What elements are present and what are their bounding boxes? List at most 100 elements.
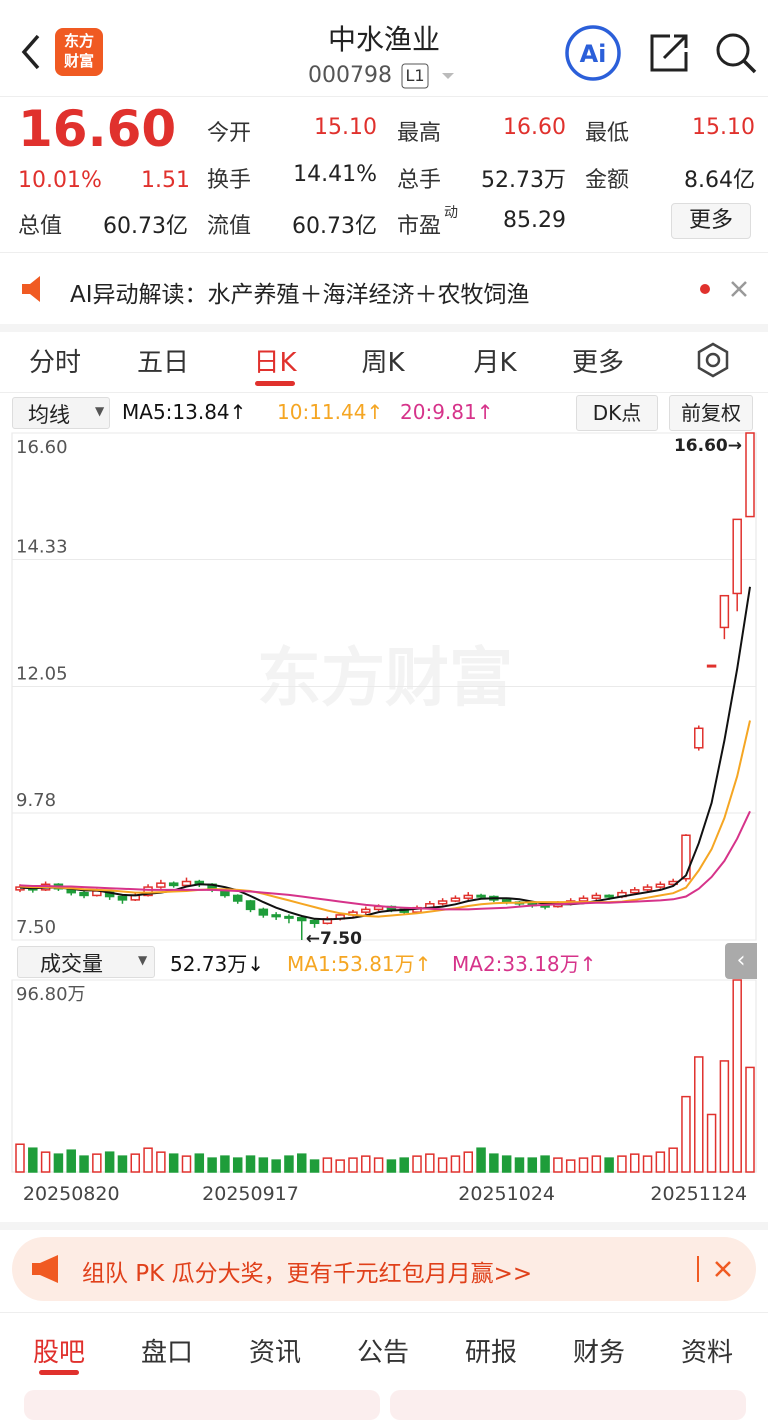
volume-bar	[322, 1157, 333, 1173]
tab[interactable]: 分时	[28, 348, 81, 378]
tab[interactable]: 月K	[473, 348, 517, 378]
field-value: 52.73万	[481, 168, 566, 193]
field-value: 8.64亿	[684, 168, 755, 193]
share-icon[interactable]	[650, 34, 688, 72]
volume-bar	[412, 1155, 422, 1173]
dk-button[interactable]: DK点	[576, 395, 658, 431]
volume-bar	[309, 1159, 320, 1173]
volume-bar	[335, 1159, 345, 1173]
candle-body	[578, 897, 589, 902]
volume-select[interactable]	[17, 946, 155, 978]
code: 000798	[308, 63, 392, 88]
caret: ▼	[95, 404, 105, 418]
candle-body	[629, 889, 640, 894]
divider	[0, 1222, 768, 1230]
volume-legend: MA1:53.81万↑	[287, 952, 432, 976]
volume-bar	[694, 1056, 704, 1173]
field-label: 最高	[397, 121, 442, 146]
title: 中水渔业	[327, 23, 440, 56]
candle-body	[437, 900, 448, 905]
logo	[55, 28, 103, 76]
candle-body	[591, 894, 602, 899]
back-icon[interactable]	[21, 34, 40, 70]
collapse-button[interactable]: ‹	[725, 943, 757, 979]
ma-line	[19, 810, 751, 911]
tab-underline	[255, 381, 295, 386]
volume-bar	[194, 1153, 205, 1173]
promo-text: 组队 PK 瓜分大奖，更有千元红包月月赢>>	[82, 1261, 533, 1287]
field-value: 14.41%	[293, 162, 377, 187]
tab[interactable]: 更多	[571, 348, 624, 378]
close-icon[interactable]	[731, 281, 747, 297]
volume-bar	[604, 1157, 614, 1173]
candle-body	[681, 834, 691, 880]
indicator-select[interactable]	[12, 397, 110, 429]
volume-bar	[361, 1155, 371, 1173]
bottom-tab[interactable]: 资讯	[248, 1338, 301, 1368]
ai-icon[interactable]	[565, 25, 621, 81]
bottom-tab[interactable]: 资料	[680, 1338, 733, 1368]
legend-ma10: 10:11.44↑	[277, 400, 384, 424]
bottom-tab[interactable]: 公告	[356, 1338, 409, 1368]
volume-bar	[514, 1157, 525, 1173]
ma-line	[19, 720, 751, 918]
candle-body	[245, 900, 256, 911]
volume-bar	[66, 1149, 76, 1173]
volume-bar	[629, 1153, 640, 1173]
volume-bar	[668, 1147, 678, 1173]
field-value: 16.60	[503, 115, 566, 140]
tab[interactable]: 五日	[136, 348, 189, 378]
ai-banner[interactable]: AI异动解读：水产养殖＋海洋经济＋农牧饲渔	[70, 282, 530, 308]
candle-body	[642, 886, 653, 891]
bottom-tab[interactable]: 研报	[464, 1338, 517, 1368]
banner-icons	[22, 276, 747, 302]
bottom-tab[interactable]: 股吧	[32, 1338, 85, 1368]
search-icon[interactable]	[716, 33, 750, 67]
promo-banner[interactable]	[12, 1237, 756, 1301]
bottom-tab[interactable]: 财务	[572, 1338, 625, 1368]
candle-body	[361, 908, 371, 913]
volume-bar	[463, 1151, 473, 1173]
tab[interactable]: 日K	[253, 348, 297, 378]
volume-legend: 52.73万↓	[170, 952, 265, 976]
bottom-tab[interactable]: 盘口	[140, 1338, 193, 1368]
candle-body	[450, 897, 461, 902]
candle-body	[745, 432, 755, 518]
volume-bar	[40, 1151, 51, 1173]
adjust-button[interactable]: 前复权	[669, 395, 753, 431]
ai-text: Ai	[580, 40, 607, 68]
candle-body	[476, 894, 486, 898]
change: 1.51	[141, 168, 190, 193]
volume-bar	[617, 1155, 627, 1173]
volume-bar	[501, 1155, 512, 1173]
field-label: 总手	[397, 168, 442, 193]
volume-bar	[565, 1159, 576, 1173]
caret: ▼	[138, 953, 148, 967]
divider	[0, 1312, 768, 1313]
volume-bar	[489, 1153, 499, 1173]
candle-body	[719, 594, 730, 629]
field-label: 最低	[585, 121, 630, 146]
speaker-icon	[22, 276, 40, 302]
volume-bar	[297, 1153, 307, 1173]
volume-bar	[719, 1060, 730, 1173]
watermark: 东方财富	[257, 642, 513, 716]
x-tick-label: 20251024	[458, 1183, 555, 1205]
y-tick-label: 96.80万	[16, 984, 86, 1005]
volume-bar	[399, 1157, 409, 1173]
search-icon	[742, 59, 757, 74]
tab[interactable]: 周K	[361, 348, 405, 378]
settings-icon[interactable]	[690, 340, 736, 380]
volume-bar	[681, 1095, 691, 1173]
x-tick-label: 20250917	[202, 1183, 299, 1205]
candle-body	[604, 894, 614, 898]
ma-line	[19, 586, 751, 921]
promo-icons	[32, 1255, 731, 1283]
close-icon[interactable]	[715, 1261, 731, 1277]
volume-bar	[437, 1157, 448, 1173]
volume-bar	[540, 1155, 550, 1173]
volume-bar	[745, 1066, 755, 1173]
volume-bar	[181, 1155, 192, 1173]
candle-body	[309, 919, 320, 925]
more-button[interactable]: 更多	[671, 203, 751, 239]
